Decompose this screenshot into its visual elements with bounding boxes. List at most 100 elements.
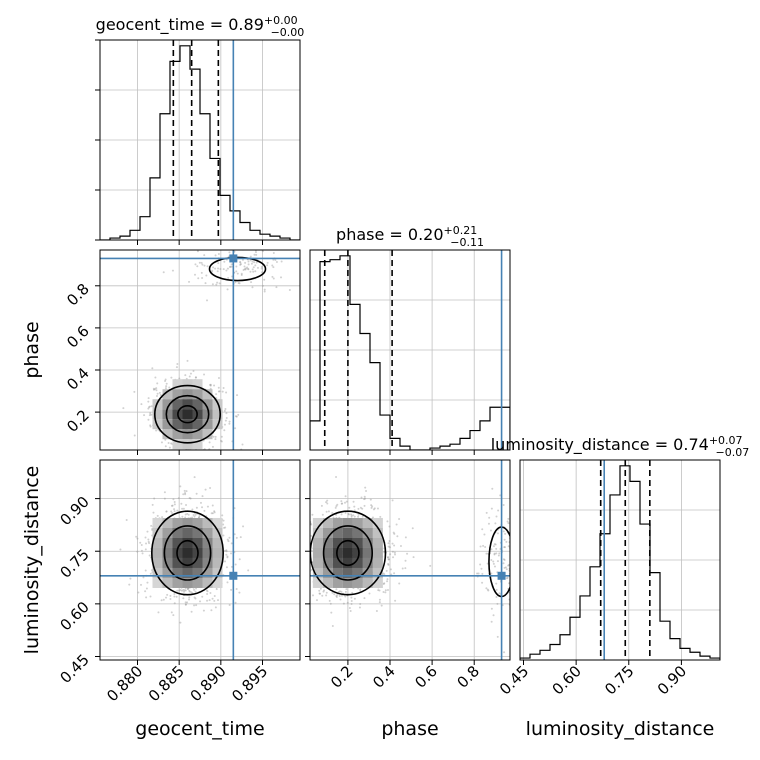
scatter-point — [199, 501, 202, 504]
scatter-point — [183, 589, 186, 592]
scatter-point — [503, 558, 506, 561]
density-cell — [342, 557, 353, 568]
density-cell — [342, 537, 353, 548]
scatter-point — [147, 406, 150, 409]
scatter-point — [218, 282, 221, 285]
y-axis-label-phase: phase — [21, 321, 43, 378]
scatter-point — [213, 510, 216, 513]
scatter-point — [386, 578, 389, 581]
scatter-point — [329, 602, 332, 605]
scatter-point — [352, 500, 355, 503]
scatter-point — [377, 589, 380, 592]
scatter-point — [303, 535, 305, 537]
scatter-point — [139, 541, 142, 544]
scatter-point — [180, 502, 183, 505]
scatter-point — [204, 488, 207, 491]
scatter-point — [193, 452, 195, 454]
scatter-point — [169, 594, 172, 597]
scatter-point — [503, 566, 506, 569]
scatter-point — [216, 281, 219, 284]
scatter-point — [223, 549, 226, 552]
scatter-point — [209, 384, 212, 387]
scatter-point — [197, 277, 200, 280]
scatter-point — [497, 554, 500, 557]
panel-frame — [99, 249, 301, 451]
scatter-point — [152, 388, 155, 391]
scatter-point — [148, 414, 151, 417]
density-cell — [162, 577, 173, 588]
scatter-point — [369, 498, 372, 501]
scatter-point — [319, 592, 322, 595]
scatter-point — [311, 513, 314, 516]
scatter-point — [195, 506, 198, 509]
scatter-point — [498, 552, 501, 555]
density-cell — [172, 527, 183, 538]
scatter-point — [250, 281, 253, 284]
density-cell — [152, 557, 163, 568]
scatter-point — [331, 511, 334, 514]
scatter-point — [388, 540, 391, 543]
scatter-point — [384, 591, 387, 594]
scatter-point — [220, 440, 223, 443]
scatter-point — [342, 602, 345, 605]
density-cell — [332, 577, 343, 588]
density-cell — [162, 399, 173, 410]
scatter-point — [382, 572, 385, 575]
scatter-point — [392, 556, 395, 559]
scatter-point — [212, 266, 215, 269]
scatter-point — [359, 588, 362, 591]
scatter-point — [389, 553, 392, 556]
scatter-point — [344, 595, 347, 598]
density-cell — [212, 537, 223, 548]
scatter-point — [255, 261, 258, 264]
scatter-point — [490, 607, 493, 610]
scatter-point — [168, 386, 171, 389]
scatter-point — [243, 268, 246, 271]
scatter-point — [213, 595, 216, 598]
scatter-point — [180, 589, 183, 592]
density-cell — [322, 527, 333, 538]
scatter-point — [201, 495, 204, 498]
density-cell — [352, 567, 363, 578]
scatter-point — [236, 394, 239, 397]
scatter-point — [272, 266, 275, 269]
scatter-point — [211, 269, 214, 272]
scatter-point — [128, 583, 131, 586]
scatter-point — [171, 269, 174, 272]
y-tick-label: 0.90 — [56, 493, 92, 529]
density-cell — [152, 527, 163, 538]
density-cell — [372, 527, 383, 538]
scatter-point — [226, 581, 229, 584]
scatter-point — [514, 575, 516, 577]
scatter-point — [195, 604, 198, 607]
scatter-point — [512, 569, 514, 571]
scatter-point — [394, 553, 397, 556]
scatter-point — [350, 603, 353, 606]
scatter-point — [129, 577, 132, 580]
density-cell — [192, 567, 203, 578]
scatter-point — [208, 599, 211, 602]
scatter-point — [275, 261, 278, 264]
scatter-point — [506, 520, 509, 523]
scatter-point — [152, 387, 155, 390]
scatter-point — [189, 456, 191, 458]
scatter-point — [496, 560, 499, 563]
panel-frame — [519, 459, 721, 661]
scatter-point — [173, 503, 176, 506]
scatter-point — [160, 599, 163, 602]
scatter-point — [211, 512, 214, 515]
scatter-point — [271, 275, 274, 278]
scatter-point — [163, 491, 166, 494]
scatter-point — [504, 532, 507, 535]
scatter-point — [249, 255, 252, 258]
scatter-point — [387, 545, 390, 548]
scatter-point — [429, 564, 432, 567]
x-tick-label: 0.2 — [327, 662, 357, 692]
scatter-point — [338, 595, 341, 598]
scatter-point — [376, 507, 379, 510]
scatter-point — [386, 556, 389, 559]
scatter-point — [331, 591, 334, 594]
scatter-point — [156, 514, 159, 517]
scatter-point — [222, 534, 225, 537]
scatter-point — [217, 386, 220, 389]
